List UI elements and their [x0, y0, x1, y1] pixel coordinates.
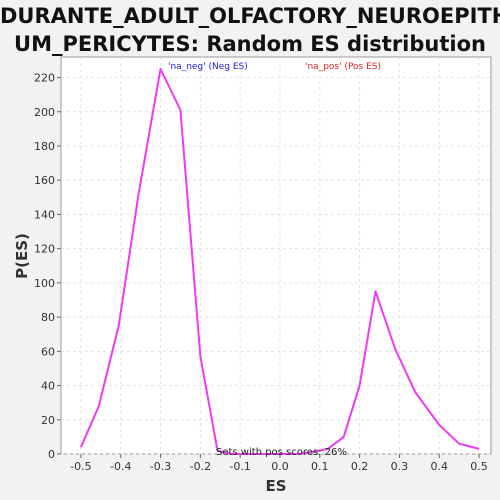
x-tick-label: -0.1 [229, 460, 250, 473]
y-tick-label: 100 [34, 277, 55, 290]
x-tick-label: 0.3 [391, 460, 409, 473]
x-tick-label: 0.4 [430, 460, 448, 473]
y-tick-label: 200 [34, 106, 55, 119]
x-tick-label: 0.1 [311, 460, 329, 473]
y-tick-label: 120 [34, 243, 55, 256]
x-tick-label: -0.5 [70, 460, 91, 473]
x-tick-label: -0.4 [110, 460, 131, 473]
y-tick-label: 60 [41, 345, 55, 358]
legend-neg: 'na_neg' (Neg ES) [168, 62, 248, 72]
x-axis-ticks: -0.5 -0.4 -0.3 -0.2 -0.1 0.0 0.1 0.2 0.3 0.4 0.5 [70, 454, 488, 473]
y-tick-label: 0 [48, 448, 55, 461]
y-axis-label: P(ES) [13, 233, 31, 279]
es-distribution-line [79, 68, 480, 455]
x-tick-label: 0.0 [271, 460, 289, 473]
x-axis-label: ES [265, 477, 286, 495]
x-tick-label: 0.5 [470, 460, 488, 473]
plot-area [60, 56, 492, 455]
x-tick-label: -0.2 [190, 460, 211, 473]
chart-title-line-2: UM_PERICYTES: Random ES distribution [14, 32, 486, 56]
series-group [79, 68, 480, 455]
y-tick-label: 160 [34, 174, 55, 187]
x-tick-label: -0.3 [150, 460, 171, 473]
x-tick-label: 0.2 [351, 460, 369, 473]
y-tick-label: 180 [34, 140, 55, 153]
chart-title-line-1: DURANTE_ADULT_OLFACTORY_NEUROEPITHELI [0, 4, 500, 28]
y-tick-label: 80 [41, 311, 55, 324]
y-tick-label: 40 [41, 380, 55, 393]
legend-pos: 'na_pos' (Pos ES) [305, 62, 381, 72]
pos-score-annotation: Sets with pos scores: 26% [216, 447, 347, 458]
y-axis-ticks: 0 20 40 60 80 100 120 140 160 180 200 220 [34, 72, 61, 461]
y-tick-label: 220 [34, 72, 55, 85]
y-tick-label: 140 [34, 208, 55, 221]
chart-title: DURANTE_ADULT_OLFACTORY_NEUROEPITHELI UM… [0, 2, 500, 58]
y-tick-label: 20 [41, 414, 55, 427]
